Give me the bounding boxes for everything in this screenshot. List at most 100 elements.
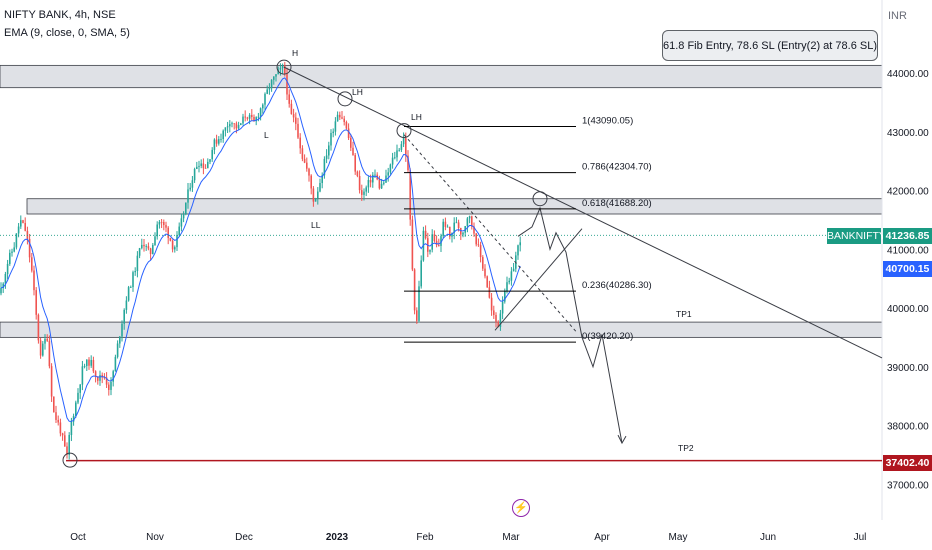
candle-body bbox=[99, 375, 101, 381]
candle-body bbox=[306, 162, 308, 169]
candle-body bbox=[229, 124, 231, 127]
candle-body bbox=[484, 268, 486, 277]
candles bbox=[0, 61, 521, 460]
price-tick-label: 43000.00 bbox=[887, 128, 929, 139]
candle-body bbox=[149, 248, 152, 254]
candle-body bbox=[200, 163, 202, 166]
candle-body bbox=[433, 234, 436, 241]
candle-body bbox=[11, 251, 13, 253]
candle-body bbox=[26, 230, 29, 239]
candle-body bbox=[15, 233, 18, 248]
candle-body bbox=[466, 218, 469, 227]
fib-level-label: 0.618(41688.20) bbox=[582, 198, 652, 209]
candle-body bbox=[361, 190, 363, 195]
time-tick-label: May bbox=[669, 532, 688, 543]
candle-body bbox=[169, 237, 172, 241]
candle-body bbox=[191, 180, 194, 188]
candle-body bbox=[369, 179, 372, 183]
annotation-label: LL bbox=[311, 220, 321, 230]
annotation-label: H bbox=[292, 48, 298, 58]
candle-body bbox=[86, 359, 88, 367]
candle-body bbox=[44, 338, 46, 344]
lightning-icon[interactable]: ⚡ bbox=[512, 499, 530, 517]
candle-body bbox=[209, 159, 211, 162]
candle-body bbox=[504, 291, 506, 302]
candle-body bbox=[328, 145, 330, 156]
candle-body bbox=[119, 336, 121, 344]
time-tick-label: Nov bbox=[146, 532, 164, 543]
candle-body bbox=[125, 300, 128, 310]
pivot-circle bbox=[276, 59, 292, 75]
candle-body bbox=[343, 118, 345, 123]
candle-body bbox=[55, 412, 57, 420]
candle-body bbox=[97, 376, 99, 381]
candle-body bbox=[266, 89, 268, 94]
candle-body bbox=[70, 421, 73, 436]
candle-body bbox=[378, 179, 381, 189]
candle-body bbox=[141, 244, 143, 249]
pivot-circle bbox=[62, 452, 78, 468]
candle-body bbox=[244, 116, 246, 118]
candle-body bbox=[479, 245, 482, 258]
candle-body bbox=[24, 222, 26, 231]
currency-label: INR bbox=[888, 10, 907, 22]
price-zone bbox=[0, 321, 883, 338]
candle-body bbox=[347, 128, 350, 138]
candle-body bbox=[473, 226, 475, 234]
pivot-circle bbox=[337, 91, 353, 107]
candle-body bbox=[127, 287, 130, 301]
candle-body bbox=[28, 238, 31, 258]
candle-body bbox=[64, 435, 66, 447]
candle-body bbox=[409, 170, 411, 220]
candle-body bbox=[143, 244, 145, 247]
candle-body bbox=[123, 309, 125, 324]
candle-body bbox=[281, 65, 284, 69]
time-tick-label: Oct bbox=[70, 532, 86, 543]
candle-body bbox=[354, 155, 356, 172]
last-price-tag: 41236.85 bbox=[883, 228, 932, 244]
fib-level-label: 0.236(40286.30) bbox=[582, 280, 652, 291]
chart-title: NIFTY BANK, 4h, NSE bbox=[4, 9, 116, 21]
candle-body bbox=[189, 187, 191, 190]
candle-body bbox=[435, 240, 438, 246]
candle-body bbox=[176, 235, 178, 248]
candle-body bbox=[116, 343, 119, 357]
candle-body bbox=[50, 366, 53, 397]
indicator-legend[interactable]: EMA (9, close, 0, SMA, 5) bbox=[4, 27, 130, 39]
candle-body bbox=[301, 148, 304, 159]
annotation-label: LH bbox=[411, 112, 422, 122]
candle-body bbox=[147, 246, 150, 249]
annotation-note[interactable]: 61.8 Fib Entry, 78.6 SL (Entry(2) at 78.… bbox=[662, 30, 878, 61]
candle-body bbox=[158, 221, 161, 225]
candle-body bbox=[215, 139, 218, 144]
candle-body bbox=[420, 260, 422, 287]
candle-body bbox=[339, 114, 341, 118]
candle-body bbox=[262, 104, 264, 109]
candle-body bbox=[187, 189, 189, 203]
candle-body bbox=[92, 359, 95, 372]
candle-body bbox=[255, 117, 257, 122]
candle-body bbox=[257, 116, 260, 118]
candle-body bbox=[103, 377, 106, 379]
chart-drawings bbox=[0, 66, 883, 462]
candle-body bbox=[182, 213, 185, 219]
candle-body bbox=[319, 183, 321, 192]
candle-body bbox=[303, 158, 306, 163]
time-tick-label: Apr bbox=[594, 532, 610, 543]
candle-body bbox=[233, 123, 235, 125]
candle-body bbox=[6, 263, 9, 275]
candle-body bbox=[138, 248, 141, 256]
candle-body bbox=[363, 191, 365, 195]
candle-body bbox=[193, 169, 196, 181]
candle-body bbox=[341, 117, 343, 119]
price-tick-label: 40000.00 bbox=[887, 304, 929, 315]
candle-body bbox=[167, 227, 169, 238]
candle-body bbox=[350, 137, 352, 148]
candle-body bbox=[295, 117, 297, 124]
candle-body bbox=[242, 116, 244, 124]
candle-body bbox=[218, 139, 220, 144]
candle-body bbox=[455, 222, 458, 224]
time-tick-label: Jul bbox=[854, 532, 867, 543]
candle-body bbox=[273, 76, 275, 80]
